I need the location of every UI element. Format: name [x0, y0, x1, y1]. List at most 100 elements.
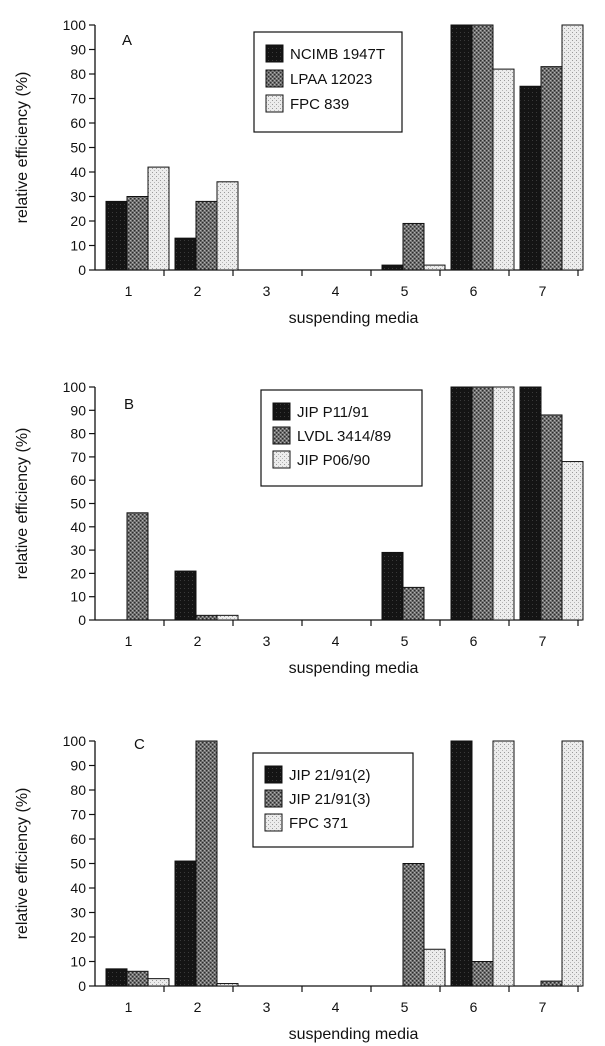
y-tick-label: 60	[70, 831, 86, 847]
x-tick-label: 4	[332, 283, 340, 299]
x-tick-label: 5	[401, 283, 409, 299]
legend-swatch	[272, 426, 291, 445]
x-tick-label: 2	[194, 283, 202, 299]
bar-c-s2-cat6	[471, 961, 494, 987]
legend-label: LPAA 12023	[290, 71, 372, 88]
x-tick-label: 4	[332, 633, 340, 649]
bar-a-s1-cat2	[174, 237, 197, 271]
legend-swatch	[264, 813, 283, 832]
legend-swatch	[265, 94, 284, 113]
x-tick-label: 1	[125, 283, 133, 299]
y-tick-label: 10	[70, 954, 86, 970]
chart-panel-b: 0 10 20 30 40 50 60 70 80 90 100 1 2 3 4 5 6 7 relative ef…	[14, 379, 584, 677]
x-axis-title: suspending media	[289, 310, 419, 327]
y-tick-label: 80	[70, 66, 86, 82]
x-tick-label: 3	[263, 999, 271, 1015]
y-tick-label: 40	[70, 519, 86, 535]
x-tick-label: 2	[194, 999, 202, 1015]
bar-c-s2-cat2	[195, 740, 218, 987]
bar-c-s3-cat6	[492, 740, 515, 987]
y-tick-label: 30	[70, 542, 86, 558]
y-tick-label: 10	[70, 589, 86, 605]
x-tick-label: 3	[263, 283, 271, 299]
bar-c-s2-cat7	[540, 980, 563, 987]
x-tick-label: 1	[125, 633, 133, 649]
bar-a-s1-cat5	[381, 264, 404, 271]
bar-b-s1-cat6	[450, 386, 473, 621]
legend: JIP 21/91(2) JIP 21/91(3) FPC 371	[252, 752, 414, 848]
y-tick-label: 10	[70, 238, 86, 254]
y-tick-label: 20	[70, 213, 86, 229]
x-axis-title: suspending media	[289, 660, 419, 677]
legend-label: JIP 21/91(2)	[289, 767, 370, 784]
y-tick-label: 30	[70, 905, 86, 921]
bar-a-s3-cat1	[147, 166, 170, 271]
x-tick-label: 7	[539, 283, 547, 299]
y-tick-label: 80	[70, 782, 86, 798]
legend-swatch	[272, 450, 291, 469]
legend-swatch	[265, 44, 284, 63]
legend: JIP P11/91 LVDL 3414/89 JIP P06/90	[260, 389, 423, 487]
bar-b-s3-cat2	[216, 614, 239, 621]
y-tick-label: 80	[70, 426, 86, 442]
bar-b-s1-cat5	[381, 551, 404, 621]
bar-a-s2-cat1	[126, 196, 149, 271]
legend-label: NCIMB 1947T	[290, 46, 385, 63]
y-tick-label: 0	[78, 262, 86, 278]
bar-a-s1-cat6	[450, 24, 473, 271]
bar-a-s3-cat7	[561, 24, 584, 271]
bar-c-s3-cat2	[216, 983, 239, 987]
bar-a-s3-cat2	[216, 181, 239, 271]
x-tick-label: 5	[401, 633, 409, 649]
bar-b-s3-cat7	[561, 461, 584, 621]
y-axis-title: relative efficiency (%)	[14, 428, 31, 580]
y-tick-label: 70	[70, 449, 86, 465]
y-tick-label: 0	[78, 978, 86, 994]
y-tick-label: 60	[70, 472, 86, 488]
bar-b-s1-cat7	[519, 386, 542, 621]
bar-b-s1-cat2	[174, 570, 197, 621]
bar-a-s2-cat5	[402, 222, 425, 271]
legend-label: FPC 839	[290, 96, 349, 113]
x-tick-label: 6	[470, 633, 478, 649]
bar-c-s2-cat1	[126, 970, 149, 987]
legend-label: JIP 21/91(3)	[289, 791, 370, 808]
bar-b-s2-cat7	[540, 414, 563, 621]
bar-a-s1-cat7	[519, 85, 542, 271]
x-tick-label: 7	[539, 999, 547, 1015]
legend-label: FPC 371	[289, 815, 348, 832]
y-tick-label: 100	[63, 17, 87, 33]
bar-a-s3-cat5	[423, 264, 446, 271]
y-axis-title: relative efficiency (%)	[14, 788, 31, 940]
y-tick-label: 30	[70, 189, 86, 205]
x-tick-label: 6	[470, 283, 478, 299]
y-tick-label: 20	[70, 929, 86, 945]
y-tick-label: 60	[70, 115, 86, 131]
chart-panel-c: 0 10 20 30 40 50 60 70 80 90 100 1 2 3 4 5 6 7 relative ef…	[14, 733, 584, 1043]
y-tick-label: 90	[70, 758, 86, 774]
x-tick-label: 5	[401, 999, 409, 1015]
bar-b-s2-cat2	[195, 614, 218, 621]
y-tick-label: 50	[70, 496, 86, 512]
legend-label: JIP P11/91	[297, 404, 369, 421]
y-tick-label: 100	[63, 733, 87, 749]
bar-c-s3-cat1	[147, 978, 170, 987]
chart-panel-a: 0 10 20 30 40 50 60 70 80 90 100 1 2 3 4 5 6 7 relative ef…	[14, 17, 584, 327]
y-tick-label: 50	[70, 856, 86, 872]
bar-c-s1-cat2	[174, 860, 197, 987]
y-tick-label: 40	[70, 164, 86, 180]
bar-c-s3-cat5	[423, 948, 446, 987]
panel-label: B	[124, 396, 134, 413]
panel-label: C	[134, 736, 145, 753]
bar-a-s1-cat1	[105, 200, 128, 271]
bar-a-s3-cat6	[492, 68, 515, 271]
y-tick-label: 20	[70, 565, 86, 581]
bar-b-s2-cat1	[126, 512, 149, 621]
x-axis-title: suspending media	[289, 1026, 419, 1043]
x-tick-label: 7	[539, 633, 547, 649]
x-tick-label: 4	[332, 999, 340, 1015]
y-tick-label: 0	[78, 612, 86, 628]
legend-label: LVDL 3414/89	[297, 428, 391, 445]
bar-a-s2-cat2	[195, 200, 218, 271]
